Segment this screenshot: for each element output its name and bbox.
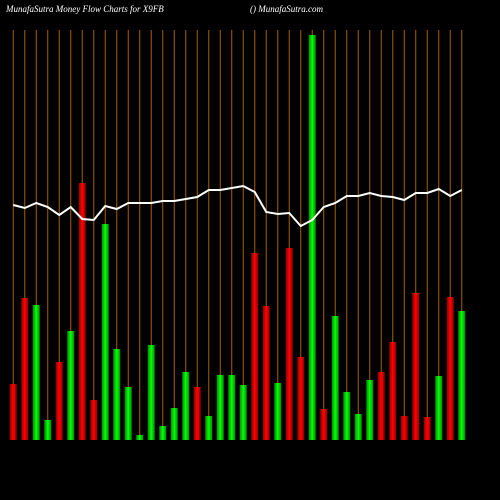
bar	[458, 311, 466, 440]
bar	[205, 416, 213, 440]
bar	[274, 383, 282, 440]
bar	[9, 384, 17, 440]
bar	[423, 417, 431, 440]
bar	[251, 253, 259, 440]
bar	[113, 349, 121, 440]
bar	[354, 414, 362, 440]
bar	[308, 35, 316, 440]
bar	[21, 298, 29, 440]
bar	[446, 297, 454, 440]
bar	[170, 408, 178, 440]
bar	[239, 385, 247, 440]
bar	[400, 416, 408, 440]
bar	[366, 380, 374, 440]
bar	[124, 387, 132, 440]
flow-line	[12, 184, 463, 228]
bar	[297, 357, 305, 440]
bar	[412, 293, 420, 440]
bar	[32, 305, 40, 440]
bar	[193, 387, 201, 440]
bar	[389, 342, 397, 440]
bar	[331, 316, 339, 440]
bar	[159, 426, 167, 440]
bar	[285, 248, 293, 440]
bar	[320, 409, 328, 440]
bar	[67, 331, 75, 440]
bar	[55, 362, 63, 440]
bar	[182, 372, 190, 440]
bar	[136, 435, 144, 440]
chart-subtitle: () MunafaSutra.com	[250, 4, 323, 14]
bar	[228, 375, 236, 440]
bar	[44, 420, 52, 440]
bar	[435, 376, 443, 440]
bar	[78, 183, 86, 440]
bar	[216, 375, 224, 440]
bar	[262, 306, 270, 440]
bar	[90, 400, 98, 440]
bar	[343, 392, 351, 440]
bar	[377, 372, 385, 440]
bar	[101, 224, 109, 440]
bar	[147, 345, 155, 440]
chart-title: MunafaSutra Money Flow Charts for X9FB	[5, 4, 164, 14]
